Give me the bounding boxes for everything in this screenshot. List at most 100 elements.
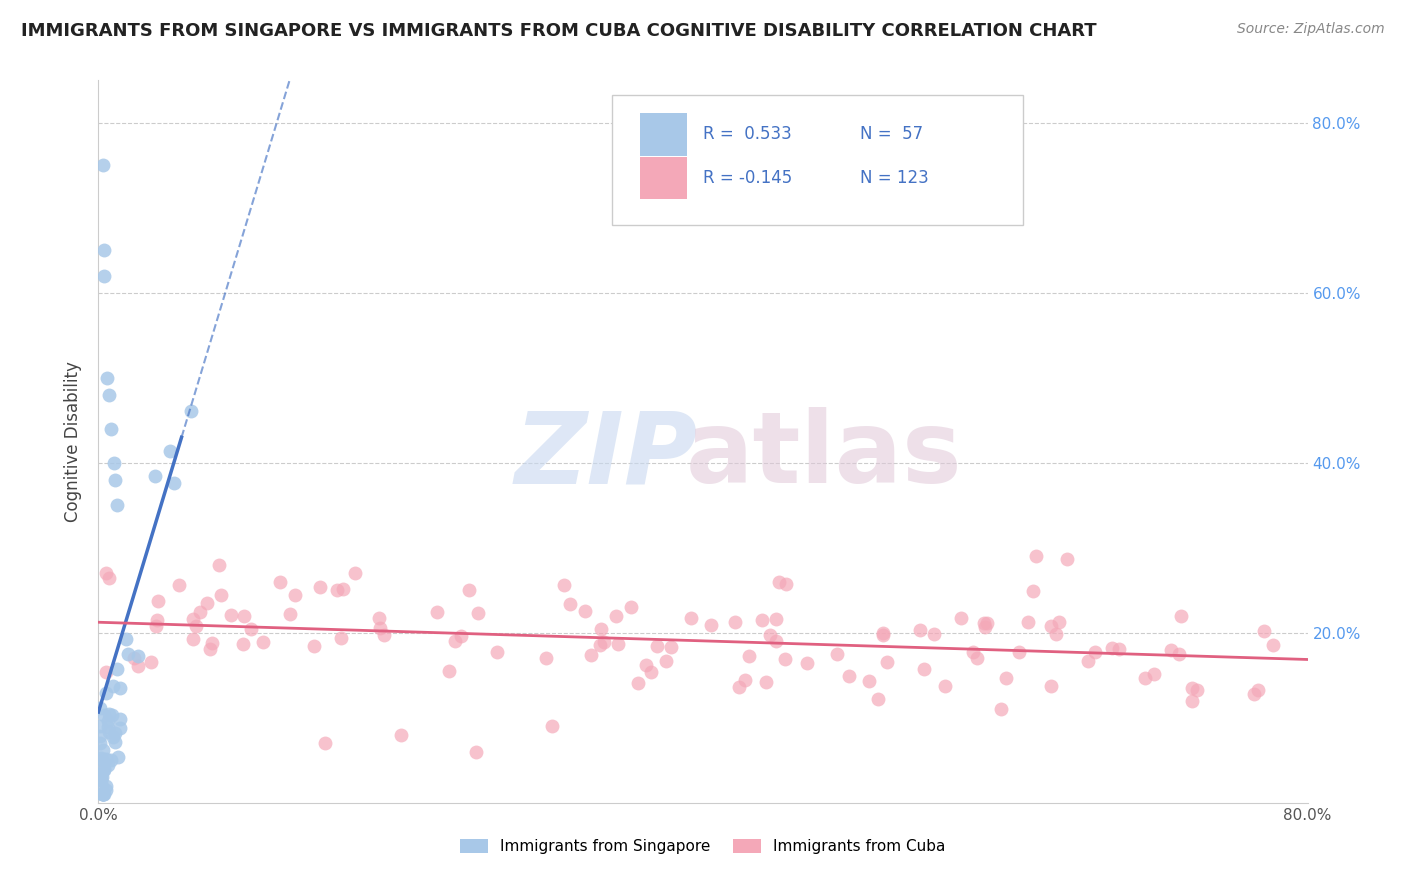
Point [827,647,849,661]
Point [389,728,412,742]
Point [94,686,117,700]
Point [93,268,115,283]
Point [93,763,115,777]
Point [90,787,112,801]
Point [344,566,367,581]
Point [607,637,630,651]
Point [765,634,787,648]
Text: ZIP: ZIP [515,408,697,505]
Point [1077,654,1099,668]
Point [373,628,395,642]
Point [100,422,122,436]
Point [439,664,461,678]
Point [1185,683,1208,698]
Point [1168,647,1191,661]
Point [908,623,931,637]
FancyBboxPatch shape [640,113,688,156]
Point [974,620,997,634]
Point [751,613,773,627]
Point [269,574,291,589]
Point [1084,645,1107,659]
Point [91,743,114,757]
Point [159,443,181,458]
Point [994,671,1017,685]
Point [91,787,114,801]
Point [91,158,114,172]
Point [1045,627,1067,641]
Point [1108,641,1130,656]
Point [97,571,120,585]
Point [465,745,488,759]
Point [108,722,131,736]
Point [1056,552,1078,566]
Point [89,700,111,714]
Point [90,779,112,793]
Point [90,751,112,765]
Point [89,767,111,781]
Text: N =  57: N = 57 [860,126,924,144]
Point [655,654,678,668]
Point [591,623,613,637]
Text: Source: ZipAtlas.com: Source: ZipAtlas.com [1237,22,1385,37]
Point [640,665,662,679]
Point [117,647,139,661]
Point [97,725,120,739]
Point [101,730,124,744]
Point [990,702,1012,716]
Point [1024,549,1046,564]
Point [634,658,657,673]
Point [924,627,946,641]
Point [146,594,169,608]
Point [560,597,582,611]
Point [966,651,988,665]
Point [97,714,120,729]
Point [775,652,797,666]
Point [197,596,219,610]
Point [89,718,111,732]
Point [581,648,603,662]
Point [858,674,880,689]
Point [98,388,121,402]
Point [127,659,149,673]
Point [93,787,115,801]
Point [593,634,616,648]
Legend: Immigrants from Singapore, Immigrants from Cuba: Immigrants from Singapore, Immigrants fr… [454,833,952,860]
Point [627,676,650,690]
Point [124,651,146,665]
Point [104,726,127,740]
Point [108,712,131,726]
Point [540,719,562,733]
Point [1160,643,1182,657]
Point [426,605,449,619]
Point [201,636,224,650]
Point [962,645,984,659]
Point [91,770,114,784]
Point [534,651,557,665]
Point [1008,645,1031,659]
Point [114,632,136,647]
Point [458,582,481,597]
Point [101,679,124,693]
Point [252,635,274,649]
Point [765,612,787,626]
Point [934,679,956,693]
Point [240,622,263,636]
Point [96,371,118,385]
Point [1261,638,1284,652]
Point [872,626,894,640]
Point [605,608,627,623]
Point [91,787,114,801]
Point [186,619,208,633]
Point [645,640,668,654]
Point [104,734,127,748]
Text: R = -0.145: R = -0.145 [703,169,792,186]
Point [105,662,128,676]
Point [1243,687,1265,701]
Point [97,758,120,772]
Point [146,613,169,627]
Point [90,770,112,784]
Point [94,783,117,797]
Point [444,634,467,648]
Point [96,665,118,680]
Point [107,750,129,764]
